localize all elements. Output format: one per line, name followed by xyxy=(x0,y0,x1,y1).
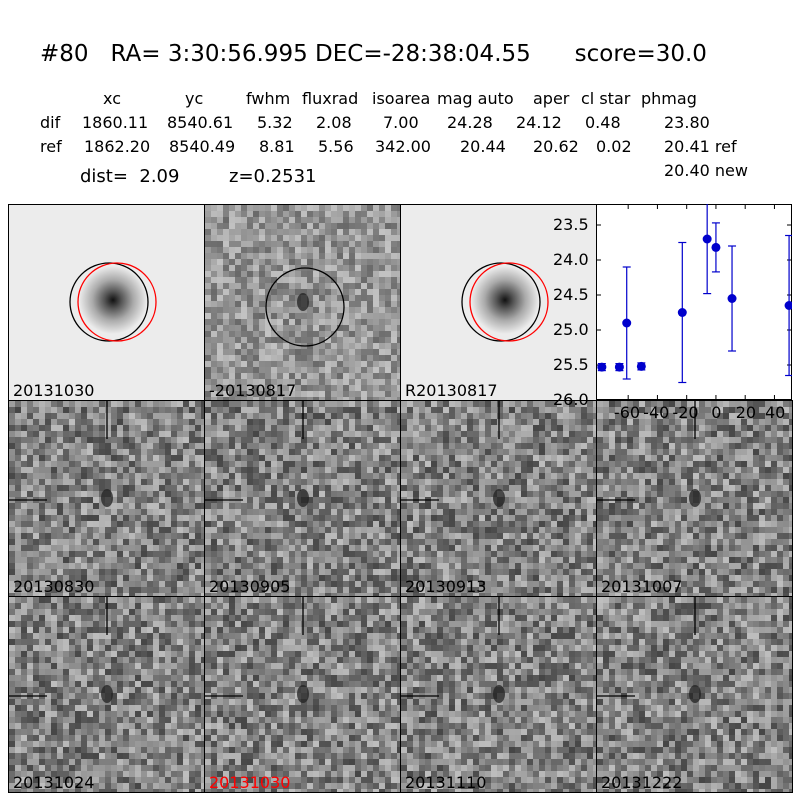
stamp-image xyxy=(9,205,204,400)
y-tick-label: 25.0 xyxy=(553,320,589,339)
light-curve-point xyxy=(711,222,721,273)
stamp-date-label: 20131030 xyxy=(209,773,291,792)
phmag-new: 20.40 new xyxy=(664,161,748,180)
y-tick-label: 24.0 xyxy=(553,250,589,269)
cell-dif-aper: 24.12 xyxy=(516,113,562,132)
col-header-isoarea: isoarea xyxy=(372,89,431,108)
stamp-date-label: R20130817 xyxy=(405,381,498,400)
light-curve-point xyxy=(614,362,624,372)
stamp-image xyxy=(401,205,596,400)
cell-ref-cl-star: 0.02 xyxy=(596,137,632,156)
stamp-date-label: 20131222 xyxy=(601,773,683,792)
stamp-panel: 20131030 xyxy=(204,596,401,793)
aperture-circle-red xyxy=(469,262,549,342)
stamp-panel: 20130830 xyxy=(8,400,205,597)
cell-ref-fwhm: 8.81 xyxy=(259,137,295,156)
cell-ref-fluxrad: 5.56 xyxy=(318,137,354,156)
aperture-circle-black xyxy=(461,262,541,342)
cell-dif-mag-auto: 24.28 xyxy=(447,113,493,132)
stamp-date-label: 20130830 xyxy=(13,577,95,596)
light-curve-point xyxy=(622,266,632,380)
stamp-image xyxy=(205,401,400,596)
x-tick-label: 40 xyxy=(764,403,786,422)
row-label-ref: ref xyxy=(40,137,62,156)
page-title: #80 RA= 3:30:56.995 DEC=-28:38:04.55 sco… xyxy=(40,41,707,67)
stamp-date-label: 20130913 xyxy=(405,577,487,596)
y-tick-label: 25.5 xyxy=(553,355,589,374)
aperture-circle-red xyxy=(77,262,157,342)
stamp-image xyxy=(401,597,596,792)
cell-ref-mag-auto: 20.44 xyxy=(460,137,506,156)
stamp-image xyxy=(9,401,204,596)
x-tick-label: -20 xyxy=(672,403,699,422)
stamp-panel: -20130817 xyxy=(204,204,401,401)
cell-dif-fwhm: 5.32 xyxy=(257,113,293,132)
x-tick-label: -40 xyxy=(643,403,670,422)
col-header-yc: yc xyxy=(185,89,204,108)
cell-dif-xc: 1860.11 xyxy=(82,113,149,132)
stamp-date-label: 20130905 xyxy=(209,577,291,596)
stamp-panel: R20130817 xyxy=(400,204,597,401)
light-curve-point xyxy=(784,234,794,377)
y-tick-label: 26.0 xyxy=(553,390,589,409)
stamp-date-label: 20131024 xyxy=(13,773,95,792)
cell-ref-xc: 1862.20 xyxy=(84,137,151,156)
stamp-image xyxy=(597,597,792,792)
stamp-date-label: -20130817 xyxy=(209,381,297,400)
light-curve-point xyxy=(727,245,737,352)
redshift-value: z=0.2531 xyxy=(229,166,317,187)
x-tick-label: -60 xyxy=(613,403,641,422)
stamp-image xyxy=(205,205,400,400)
x-tick-label: 0 xyxy=(711,403,722,422)
light-curve-svg xyxy=(596,183,794,401)
light-curve-point xyxy=(636,361,646,371)
stamp-panel: 20131110 xyxy=(400,596,597,793)
stamp-panel: 20130905 xyxy=(204,400,401,597)
cell-ref-phmag: 20.41 ref xyxy=(664,137,737,156)
cell-dif-yc: 8540.61 xyxy=(167,113,234,132)
light-curve-point xyxy=(677,241,687,384)
cell-dif-cl-star: 0.48 xyxy=(585,113,621,132)
col-header-fluxrad: fluxrad xyxy=(302,89,359,108)
y-tick-label: 24.5 xyxy=(553,285,589,304)
stamp-date-label: 20131007 xyxy=(601,577,683,596)
stamp-date-label: 20131110 xyxy=(405,773,487,792)
cell-dif-phmag: 23.80 xyxy=(664,113,710,132)
col-header-phmag: phmag xyxy=(641,89,697,108)
light-curve-point xyxy=(597,362,607,372)
plot-frame xyxy=(596,204,792,400)
stamp-image xyxy=(205,597,400,792)
col-header-cl-star: cl star xyxy=(581,89,631,108)
stamp-panel: 20130913 xyxy=(400,400,597,597)
stamp-panel: 20131007 xyxy=(596,400,793,597)
stamp-panel: 20131030 xyxy=(8,204,205,401)
y-tick-label: 23.5 xyxy=(553,215,589,234)
stamp-panel: 20131222 xyxy=(596,596,793,793)
col-header-fwhm: fwhm xyxy=(246,89,291,108)
x-tick-label: 20 xyxy=(735,403,757,422)
aperture-circle-black xyxy=(265,267,345,347)
col-header-aper: aper xyxy=(533,89,570,108)
cell-ref-aper: 20.62 xyxy=(533,137,579,156)
light-curve-plot xyxy=(596,183,794,401)
stamp-panel: 20131024 xyxy=(8,596,205,793)
dist-value: dist= 2.09 xyxy=(80,166,180,187)
row-label-dif: dif xyxy=(40,113,61,132)
col-header-xc: xc xyxy=(103,89,121,108)
cell-dif-isoarea: 7.00 xyxy=(383,113,419,132)
stamp-image xyxy=(597,401,792,596)
stamp-image xyxy=(9,597,204,792)
cell-dif-fluxrad: 2.08 xyxy=(316,113,352,132)
cell-ref-isoarea: 342.00 xyxy=(375,137,431,156)
aperture-circle-black xyxy=(69,262,149,342)
stamp-date-label: 20131030 xyxy=(13,381,95,400)
cell-ref-yc: 8540.49 xyxy=(169,137,236,156)
stamp-image xyxy=(401,401,596,596)
col-header-mag-auto: mag auto xyxy=(437,89,514,108)
